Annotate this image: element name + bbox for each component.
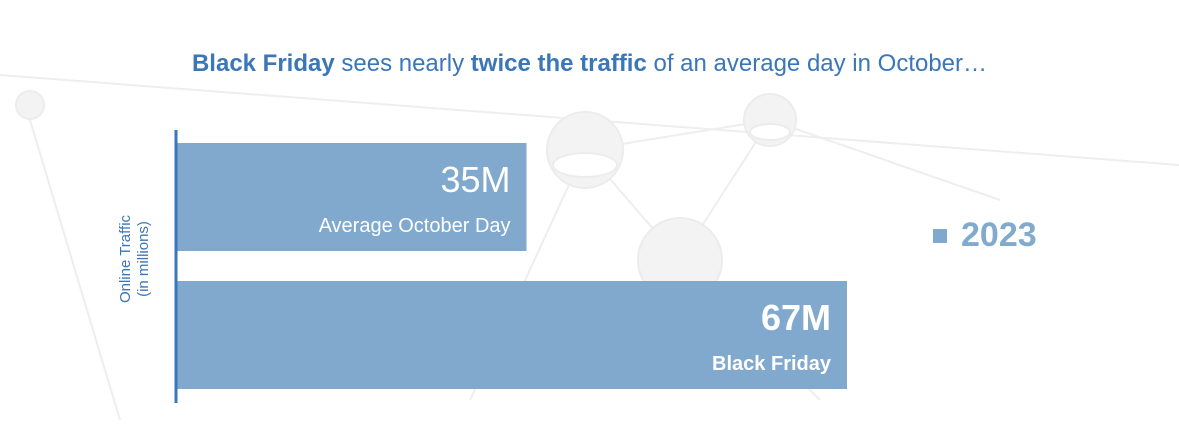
- bar-2: [176, 281, 847, 389]
- legend-swatch: [933, 228, 947, 243]
- y-axis-label-line2: (in millions): [135, 221, 152, 297]
- y-axis-label-line1: Online Traffic: [117, 214, 134, 304]
- legend-label: 2023: [961, 216, 1037, 254]
- bar-value-label-2: 67M: [761, 297, 831, 338]
- chart-title: Black Friday sees nearly twice the traff…: [0, 50, 1179, 78]
- title-text-1: sees nearly: [334, 50, 471, 77]
- title-highlight-twice-traffic: twice the traffic: [470, 50, 647, 77]
- bar-value-label-1: 35M: [440, 159, 510, 200]
- bar-1: [176, 143, 527, 251]
- legend: 2023: [933, 216, 1037, 255]
- bar-category-label-2: Black Friday: [712, 353, 832, 375]
- title-text-2: of an average day in October…: [646, 50, 988, 77]
- y-axis-label: Online Traffic (in millions): [117, 215, 153, 303]
- title-highlight-black-friday: Black Friday: [191, 50, 335, 77]
- bar-category-label-1: Average October Day: [319, 215, 511, 237]
